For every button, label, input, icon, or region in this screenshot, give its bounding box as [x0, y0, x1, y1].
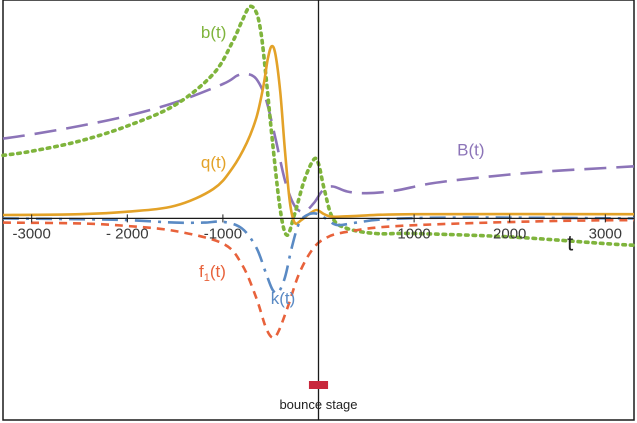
x-tick-label: - 2000: [106, 225, 149, 242]
x-tick-label: 3000: [589, 225, 622, 242]
series-label-f1: f1(t): [199, 262, 226, 284]
series-label-k: k(t): [271, 289, 296, 308]
x-tick-label: 2000: [493, 225, 526, 242]
x-ticks: -3000 - 2000 -1000 1000 2000 3000: [12, 214, 622, 242]
bounce-stage-marker: [308, 381, 329, 389]
series-label-B: B(t): [457, 140, 484, 159]
series-labels: B(t) b(t) q(t) k(t) f1(t): [199, 23, 485, 308]
x-axis-label: t: [567, 230, 573, 255]
series-line-f1: [2, 218, 635, 340]
bounce-stage-label: bounce stage: [279, 397, 357, 412]
series-line-q: [2, 44, 635, 225]
series-line-k: [2, 212, 635, 295]
series-line-b: [1, 4, 636, 248]
series-label-q: q(t): [201, 153, 227, 172]
series-layer: [1, 4, 636, 340]
x-tick-label: -3000: [12, 225, 50, 242]
x-tick-label: -1000: [204, 225, 242, 242]
series-line-B: [2, 72, 635, 214]
series-label-b: b(t): [201, 23, 227, 42]
x-tick-label: 1000: [397, 225, 430, 242]
